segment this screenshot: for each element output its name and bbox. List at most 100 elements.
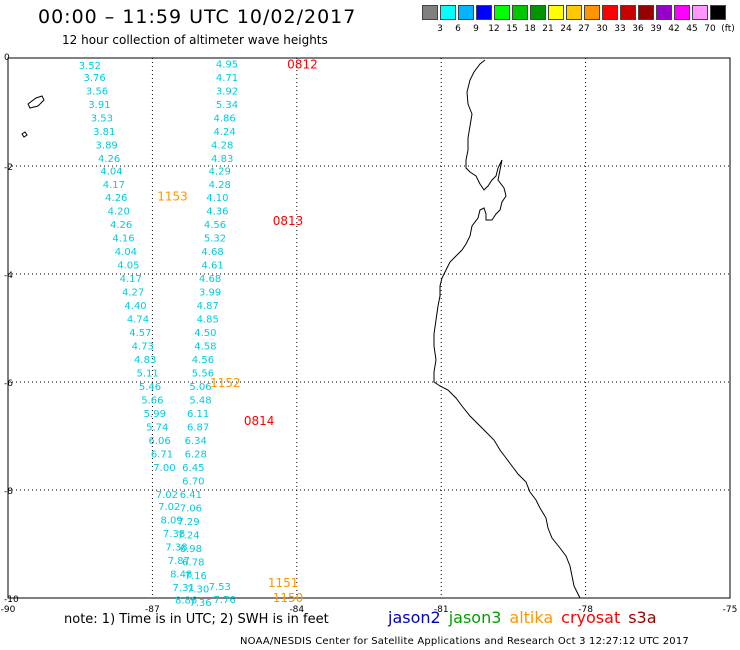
legend-swatch xyxy=(692,5,708,20)
legend-swatch xyxy=(476,5,492,20)
wave-height-label: 3.53 xyxy=(91,113,113,124)
pass-time-label: 1152 xyxy=(210,376,241,390)
legend-swatch xyxy=(458,5,474,20)
wave-height-label: 4.61 xyxy=(201,260,223,271)
wave-height-label: 5.11 xyxy=(136,368,158,379)
wave-height-label: 4.57 xyxy=(129,328,151,339)
wave-height-label: 7.02 xyxy=(156,490,178,501)
legend-tick-label: 42 xyxy=(668,24,680,34)
legend-tick-label: 24 xyxy=(560,24,572,34)
wave-height-label: 6.28 xyxy=(185,449,207,460)
wave-height-label: 4.83 xyxy=(134,355,156,366)
satellite-s3a: s3a xyxy=(628,608,657,627)
legend-swatch xyxy=(656,5,672,20)
pass-time-label: 1153 xyxy=(157,190,188,204)
wave-height-label: 6.41 xyxy=(180,490,202,501)
legend-swatch xyxy=(512,5,528,20)
legend-swatch xyxy=(620,5,636,20)
legend-tick-label: (ft) xyxy=(721,24,735,34)
wave-height-label: 4.05 xyxy=(117,260,139,271)
legend-swatch xyxy=(566,5,582,20)
x-tick-label: -90 xyxy=(1,605,16,615)
wave-height-label: 3.52 xyxy=(79,61,101,72)
wave-height-label: 3.99 xyxy=(199,287,221,298)
wave-height-label: 4.85 xyxy=(197,314,219,325)
x-tick-label: -81 xyxy=(434,605,449,615)
wave-height-label: 4.27 xyxy=(122,287,144,298)
x-tick-label: -84 xyxy=(289,605,304,615)
wave-height-label: 3.92 xyxy=(216,86,238,97)
wave-height-label: 3.81 xyxy=(93,127,115,138)
y-tick-label: -4 xyxy=(4,271,13,281)
pass-time-label: 0814 xyxy=(244,414,275,428)
wave-height-label: 7.53 xyxy=(209,582,231,593)
wave-height-label: 7.24 xyxy=(177,530,199,541)
wave-height-label: 4.17 xyxy=(120,274,142,285)
wave-height-label: 8.09 xyxy=(161,516,183,527)
legend-tick-label: 30 xyxy=(596,24,608,34)
y-tick-label: 0 xyxy=(4,53,10,63)
wave-height-label: 6.78 xyxy=(182,557,204,568)
wave-height-label: 5.32 xyxy=(204,233,226,244)
wave-height-label: 4.10 xyxy=(206,193,228,204)
wave-height-label: 6.11 xyxy=(187,409,209,420)
satellite-cryosat: cryosat xyxy=(561,608,621,627)
wave-height-label: 4.24 xyxy=(213,127,235,138)
wave-height-label: 4.16 xyxy=(112,233,134,244)
wave-height-label: 5.46 xyxy=(139,382,161,393)
legend-swatch xyxy=(440,5,456,20)
wave-height-label: 6.98 xyxy=(180,544,202,555)
wave-height-label: 7.02 xyxy=(158,502,180,513)
legend-tick-label: 39 xyxy=(650,24,662,34)
island xyxy=(21,131,28,138)
wave-height-label: 4.56 xyxy=(192,355,214,366)
wave-height-label: 7.36 xyxy=(189,598,211,609)
wave-height-label: 4.73 xyxy=(132,341,154,352)
legend-tick-label: 27 xyxy=(578,24,590,34)
wave-height-label: 6.06 xyxy=(148,436,170,447)
wave-height-label: 7.30 xyxy=(187,584,209,595)
wave-height-label: 4.26 xyxy=(98,154,120,165)
legend-swatch xyxy=(602,5,618,20)
wave-height-label: 4.28 xyxy=(209,180,231,191)
legend-swatch xyxy=(494,5,510,20)
wave-height-label: 7.16 xyxy=(185,571,207,582)
wave-height-label: 4.04 xyxy=(115,247,137,258)
wave-height-label: 4.87 xyxy=(197,301,219,312)
satellite-jason2: jason2 xyxy=(388,608,441,627)
legend-swatch xyxy=(422,5,438,20)
satellite-legend: jason2 jason3 altika cryosat s3a xyxy=(388,608,665,627)
legend-swatch xyxy=(530,5,546,20)
wave-height-label: 3.91 xyxy=(88,100,110,111)
y-tick-label: -8 xyxy=(4,487,13,497)
wave-height-label: 4.68 xyxy=(199,274,221,285)
wave-height-label: 4.36 xyxy=(206,206,228,217)
legend-tick-label: 21 xyxy=(542,24,554,34)
island xyxy=(27,95,45,109)
wave-height-label: 4.74 xyxy=(127,314,149,325)
y-tick-label: -2 xyxy=(4,163,13,173)
graticule xyxy=(8,58,730,598)
legend-tick-label: 33 xyxy=(614,24,626,34)
axis-ticks: -90 -87 -84 -81 -78 -75 0 -2 -4 -6 -8 -10 xyxy=(1,53,738,615)
legend-tick-label: 45 xyxy=(686,24,698,34)
wave-height-label: 6.34 xyxy=(185,436,207,447)
legend-tick-label: 36 xyxy=(632,24,644,34)
wave-height-label: 4.71 xyxy=(216,73,238,84)
y-tick-label: -10 xyxy=(4,595,19,605)
wave-height-label: 4.40 xyxy=(124,301,146,312)
wave-height-values: 3.523.763.563.913.533.813.894.264.044.17… xyxy=(79,59,238,608)
legend-tick-label: 70 xyxy=(704,24,716,34)
wave-height-label: 7.31 xyxy=(173,583,195,594)
wave-height-label: 7.06 xyxy=(180,503,202,514)
x-tick-label: -87 xyxy=(145,605,160,615)
x-tick-label: -78 xyxy=(578,605,593,615)
legend-swatch xyxy=(584,5,600,20)
footer-credit: NOAA/NESDIS Center for Satellite Applica… xyxy=(240,636,689,647)
pass-time-label: 0812 xyxy=(287,57,318,71)
map-title: 00:00 – 11:59 UTC 10/02/2017 xyxy=(38,6,357,28)
satellite-altika: altika xyxy=(509,608,554,627)
wave-height-label: 5.34 xyxy=(216,100,238,111)
wave-height-label: 4.83 xyxy=(211,154,233,165)
